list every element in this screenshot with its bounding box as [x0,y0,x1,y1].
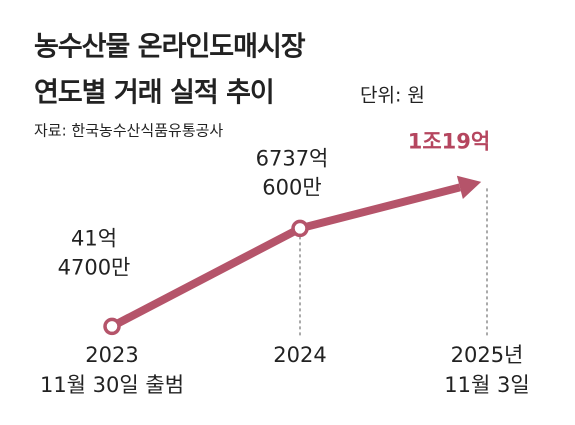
x-tick-label: 2024 [273,343,326,367]
value-label: 41억 [71,226,117,250]
x-tick-label: 2023 [85,343,138,367]
unit-label: 단위: 원 [360,85,425,107]
source: 자료: 한국농수산식품유통공사 [34,122,223,140]
arrow-head [456,175,482,199]
x-tick-label: 2025년 [451,343,524,367]
x-tick-label: 11월 3일 [444,373,529,397]
value-label: 4700만 [58,255,131,279]
value-label: 6737억 [256,146,329,170]
value-label: 1조19억 [408,129,490,153]
x-tick-label: 11월 30일 출범 [40,373,184,397]
point [103,317,121,336]
point [291,219,309,238]
chart-title: 농수산물 온라인도매시장 [34,32,306,63]
value-label: 600만 [262,175,321,199]
chart-title: 연도별 거래 실적 추이 [34,78,274,109]
